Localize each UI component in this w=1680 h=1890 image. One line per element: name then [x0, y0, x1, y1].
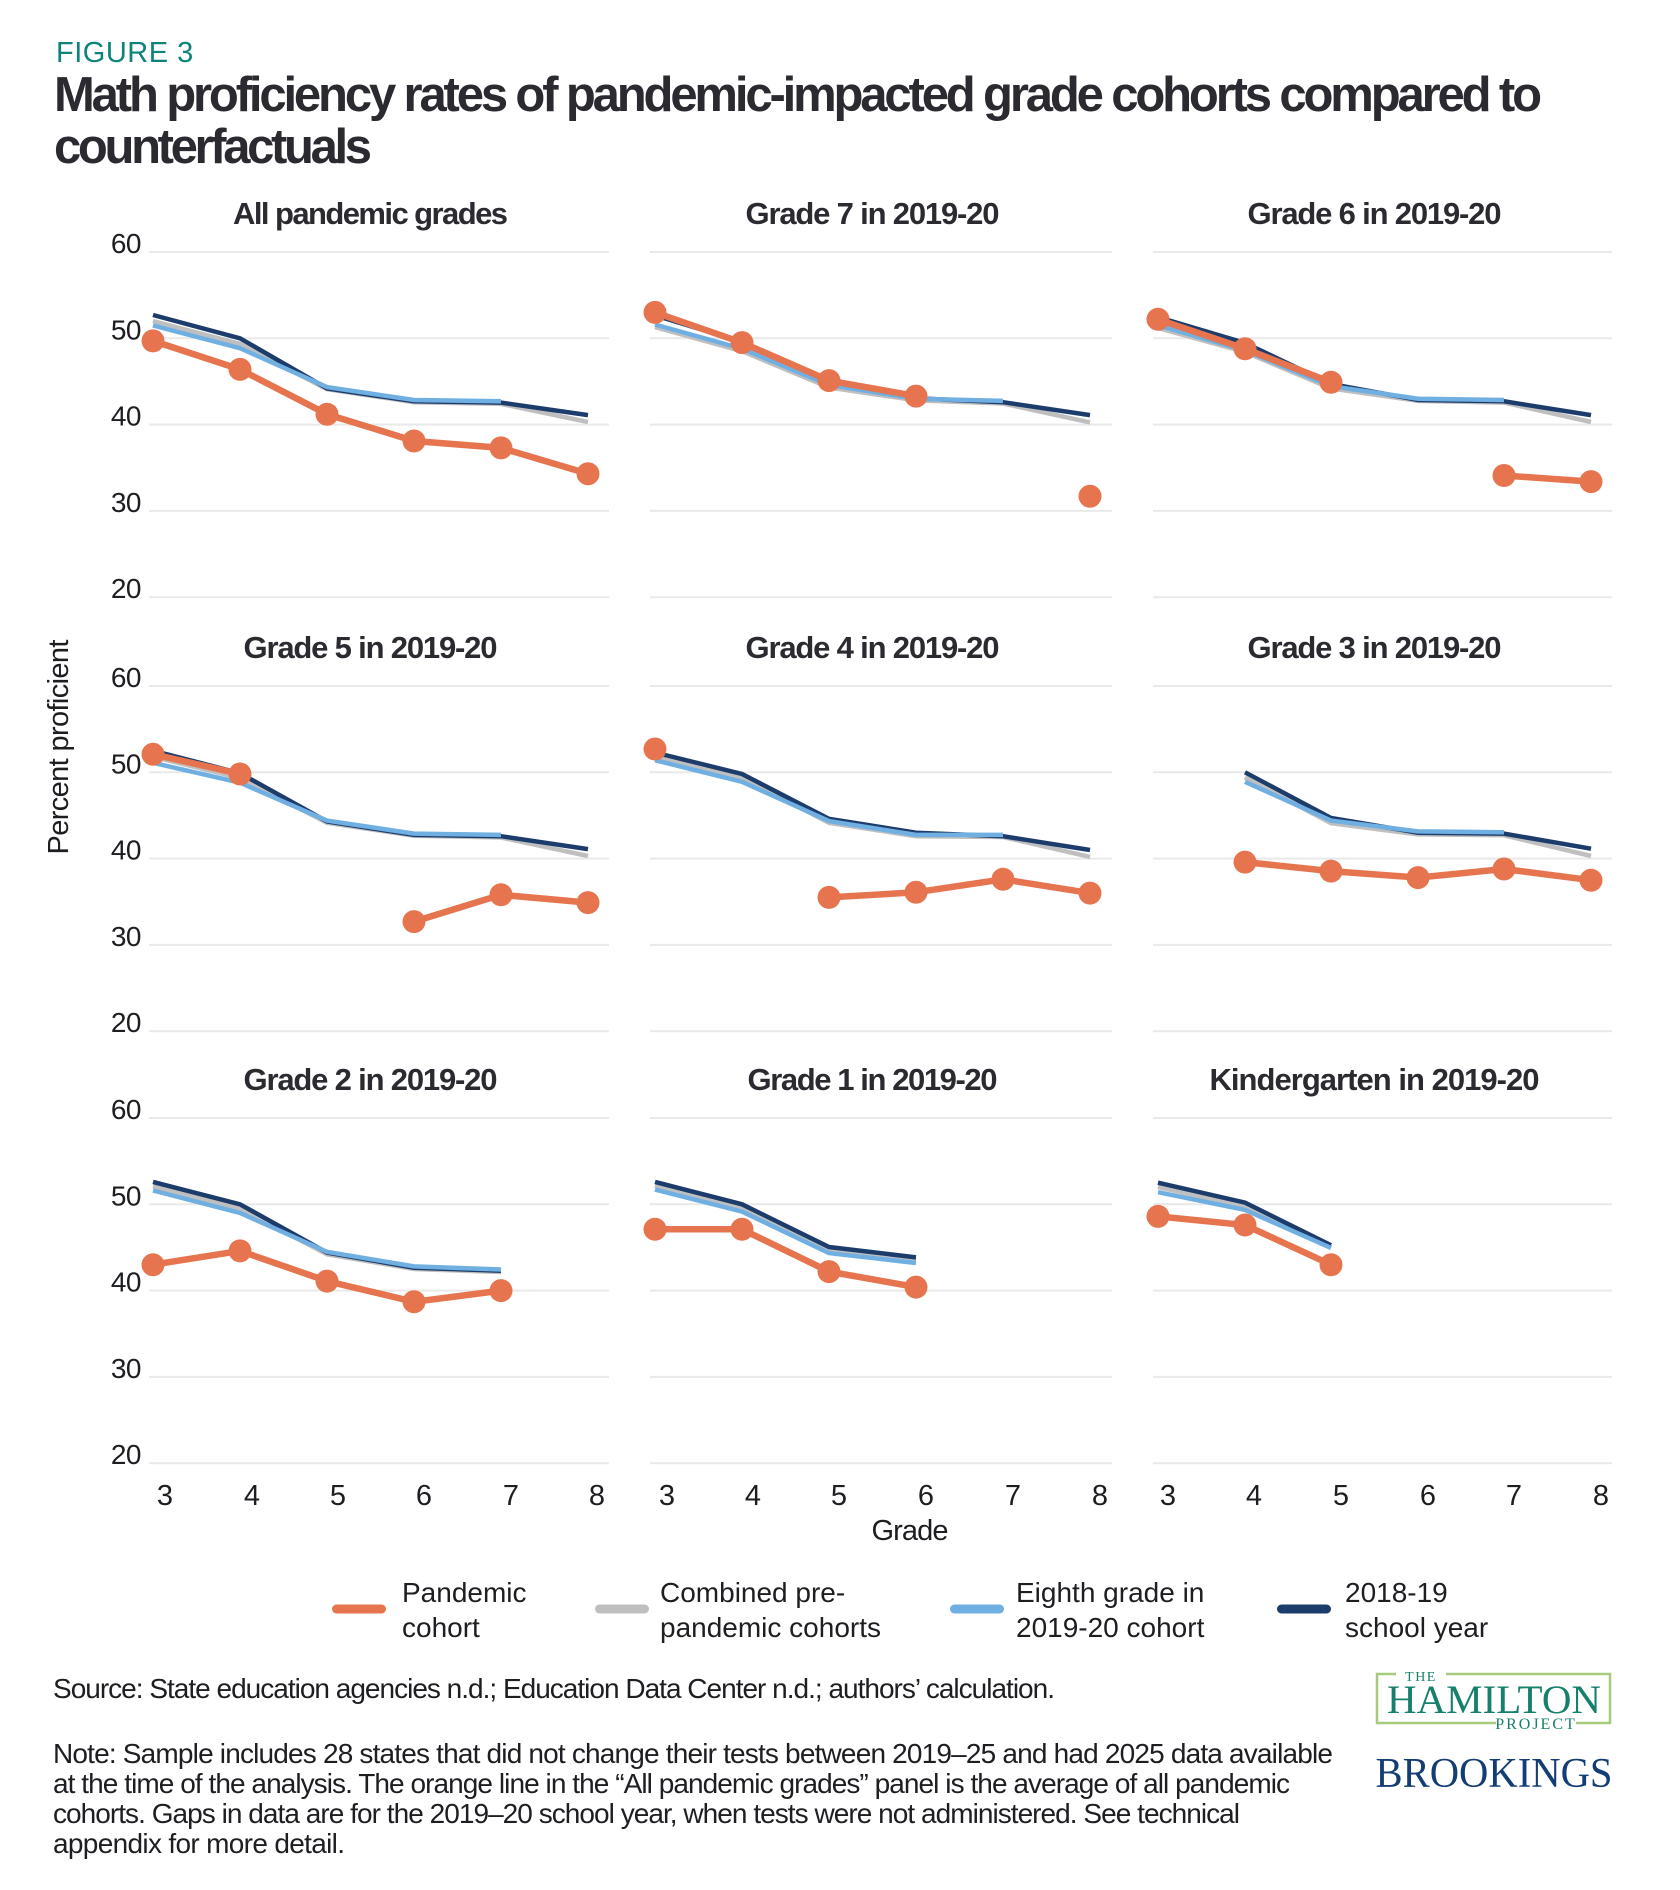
svg-text:THE: THE — [1405, 1670, 1437, 1685]
svg-text:2019-20 cohort: 2019-20 cohort — [1016, 1612, 1205, 1643]
svg-text:Grade 1 in 2019-20: Grade 1 in 2019-20 — [748, 1062, 998, 1097]
svg-text:6: 6 — [1420, 1480, 1436, 1512]
svg-text:cohorts. Gaps in data are for: cohorts. Gaps in data are for the 2019–2… — [53, 1798, 1240, 1829]
svg-text:50: 50 — [111, 314, 141, 345]
svg-text:6: 6 — [918, 1480, 934, 1512]
svg-text:Percent proficient: Percent proficient — [43, 640, 75, 855]
svg-text:Grade 5 in 2019-20: Grade 5 in 2019-20 — [244, 630, 498, 665]
svg-text:60: 60 — [111, 662, 141, 693]
svg-text:FIGURE 3: FIGURE 3 — [56, 37, 194, 69]
svg-text:4: 4 — [1246, 1480, 1262, 1512]
svg-text:counterfactuals: counterfactuals — [54, 120, 372, 174]
svg-text:40: 40 — [111, 401, 141, 432]
svg-text:Note: Sample includes 28 state: Note: Sample includes 28 states that did… — [53, 1738, 1333, 1769]
svg-text:40: 40 — [111, 835, 141, 866]
svg-text:50: 50 — [111, 1180, 141, 1211]
svg-text:Grade 7 in 2019-20: Grade 7 in 2019-20 — [746, 196, 1000, 231]
svg-text:BROOKINGS: BROOKINGS — [1376, 1751, 1613, 1797]
svg-text:4: 4 — [244, 1480, 260, 1512]
svg-text:50: 50 — [111, 748, 141, 779]
svg-text:30: 30 — [111, 1353, 141, 1384]
svg-text:cohort: cohort — [402, 1612, 480, 1643]
svg-text:Grade 4 in 2019-20: Grade 4 in 2019-20 — [746, 630, 1000, 665]
svg-text:8: 8 — [1092, 1480, 1108, 1512]
svg-text:appendix for more detail.: appendix for more detail. — [53, 1828, 345, 1859]
svg-text:5: 5 — [1333, 1480, 1349, 1512]
svg-text:30: 30 — [111, 487, 141, 518]
svg-text:Eighth grade in: Eighth grade in — [1016, 1577, 1204, 1608]
svg-text:4: 4 — [745, 1480, 761, 1512]
svg-text:Math proficiency rates of pand: Math proficiency rates of pandemic-impac… — [54, 68, 1542, 122]
svg-text:60: 60 — [111, 228, 141, 259]
svg-text:60: 60 — [111, 1094, 141, 1125]
svg-text:5: 5 — [330, 1480, 346, 1512]
svg-text:Combined pre-: Combined pre- — [660, 1577, 845, 1608]
svg-text:Grade 2 in 2019-20: Grade 2 in 2019-20 — [244, 1062, 498, 1097]
svg-text:7: 7 — [1506, 1480, 1522, 1512]
svg-text:at the time of the analysis. T: at the time of the analysis. The orange … — [53, 1768, 1290, 1799]
svg-text:school year: school year — [1345, 1612, 1488, 1643]
svg-text:All pandemic grades: All pandemic grades — [233, 196, 508, 231]
svg-text:Kindergarten in 2019-20: Kindergarten in 2019-20 — [1210, 1062, 1540, 1097]
svg-text:Grade 3 in 2019-20: Grade 3 in 2019-20 — [1248, 630, 1502, 665]
svg-text:7: 7 — [503, 1480, 519, 1512]
svg-text:3: 3 — [157, 1480, 173, 1512]
svg-text:3: 3 — [659, 1480, 675, 1512]
svg-text:20: 20 — [111, 573, 141, 604]
svg-text:20: 20 — [111, 1007, 141, 1038]
svg-text:Pandemic: Pandemic — [402, 1577, 527, 1608]
svg-text:8: 8 — [1593, 1480, 1609, 1512]
svg-text:2018-19: 2018-19 — [1345, 1577, 1448, 1608]
svg-text:40: 40 — [111, 1267, 141, 1298]
svg-text:7: 7 — [1005, 1480, 1021, 1512]
svg-text:Grade 6 in 2019-20: Grade 6 in 2019-20 — [1248, 196, 1502, 231]
svg-text:20: 20 — [111, 1439, 141, 1470]
svg-text:3: 3 — [1160, 1480, 1176, 1512]
svg-text:pandemic cohorts: pandemic cohorts — [660, 1612, 881, 1643]
svg-text:Grade: Grade — [872, 1515, 949, 1547]
svg-text:Source: State education agenci: Source: State education agencies n.d.; E… — [53, 1673, 1055, 1704]
svg-text:PROJECT: PROJECT — [1495, 1716, 1577, 1733]
svg-text:30: 30 — [111, 921, 141, 952]
svg-text:5: 5 — [831, 1480, 847, 1512]
svg-text:6: 6 — [416, 1480, 432, 1512]
svg-text:HAMILTON: HAMILTON — [1387, 1677, 1601, 1722]
svg-text:8: 8 — [589, 1480, 605, 1512]
